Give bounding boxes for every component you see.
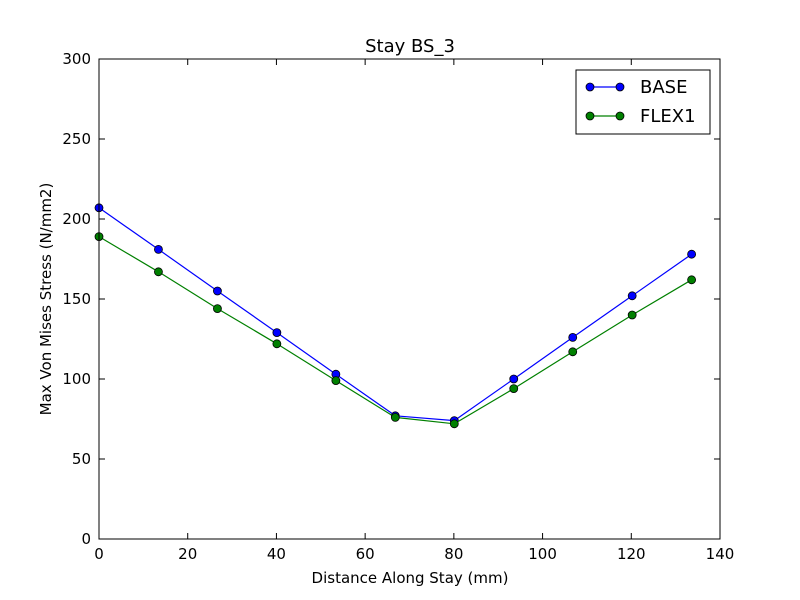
data-point-flex1: [331, 376, 341, 386]
x-tick-label: 0: [94, 545, 104, 563]
legend-label-flex1: FLEX1: [640, 106, 696, 127]
x-tick-label: 20: [178, 545, 197, 563]
data-point-flex1: [627, 310, 637, 320]
data-point-base: [568, 332, 578, 342]
legend-label-base: BASE: [640, 77, 687, 98]
y-tick-label: 150: [62, 290, 91, 308]
y-axis-label: Max Von Mises Stress (N/mm2): [37, 183, 55, 416]
x-tick-label: 120: [617, 545, 646, 563]
data-point-flex1: [390, 412, 400, 422]
y-tick-label: 300: [62, 50, 91, 68]
y-tick-label: 100: [62, 370, 91, 388]
y-tick-label: 50: [72, 450, 91, 468]
x-tick-label: 60: [356, 545, 375, 563]
y-tick-label: 0: [81, 530, 91, 548]
y-axis: 0 50 100 150 200 250 300: [62, 50, 720, 548]
data-point-flex1: [568, 347, 578, 357]
data-point-flex1: [449, 419, 459, 429]
data-point-flex1: [272, 339, 282, 349]
x-axis-label: Distance Along Stay (mm): [312, 569, 509, 587]
data-point-base: [627, 291, 637, 301]
data-point-base: [213, 286, 222, 296]
legend-marker-base: [585, 82, 595, 92]
y-tick-label: 200: [62, 210, 91, 228]
data-point-base: [687, 249, 697, 259]
data-point-flex1: [687, 275, 697, 285]
data-point-base: [272, 328, 282, 338]
legend-marker-base: [615, 82, 625, 92]
data-point-base: [154, 244, 163, 254]
x-tick-label: 80: [444, 545, 463, 563]
legend-marker-flex1: [585, 111, 595, 121]
x-tick-label: 100: [528, 545, 557, 563]
data-point-flex1: [154, 267, 163, 277]
series-layer: [94, 203, 697, 429]
data-point-flex1: [213, 304, 222, 314]
x-tick-label: 140: [706, 545, 735, 563]
y-tick-label: 250: [62, 130, 91, 148]
x-axis: 0 20 40 60 80 100 120 140: [94, 59, 734, 563]
data-point-base: [509, 374, 519, 384]
legend-box: [575, 69, 711, 135]
data-point-flex1: [509, 384, 519, 394]
legend: BASE FLEX1: [575, 69, 711, 135]
chart-title: Stay BS_3: [365, 36, 455, 57]
legend-marker-flex1: [615, 111, 625, 121]
x-tick-label: 40: [267, 545, 286, 563]
